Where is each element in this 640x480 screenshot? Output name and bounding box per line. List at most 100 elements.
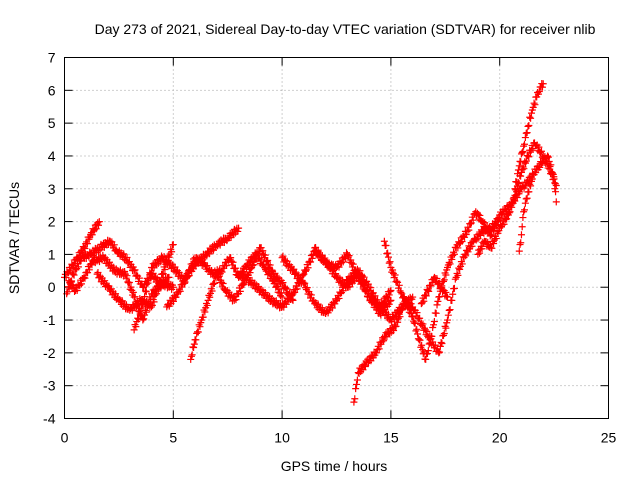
data-point-interp: [210, 279, 218, 287]
data-point-interp: [186, 267, 194, 275]
data-point-interp: [440, 276, 448, 284]
data-point-interp: [77, 248, 85, 256]
series-sat-j: [311, 243, 395, 319]
data-point-interp: [481, 219, 489, 227]
data-point-interp: [264, 257, 272, 265]
data-point-interp: [392, 322, 400, 330]
data-point-interp: [227, 257, 235, 265]
data-point-interp: [490, 240, 498, 248]
data-point-interp: [73, 286, 81, 294]
data-point-interp: [201, 308, 209, 316]
data-point-interp: [246, 269, 254, 277]
data-point-interp: [531, 101, 539, 109]
data-point-interp: [259, 247, 267, 255]
data-point-interp: [281, 284, 289, 292]
data-point-interp: [442, 271, 450, 279]
data-point-interp: [69, 261, 77, 269]
data-point-interp: [483, 222, 491, 230]
data-point-interp: [437, 338, 445, 346]
data-point-interp: [118, 297, 126, 305]
data-point-interp: [168, 241, 176, 249]
data-point-interp: [438, 340, 446, 348]
data-point-interp: [454, 271, 462, 279]
data-point-interp: [361, 363, 369, 371]
data-point-interp: [414, 335, 422, 343]
data-point-interp: [488, 244, 496, 252]
data-point-interp: [545, 161, 553, 169]
data-point-interp: [123, 272, 131, 280]
data-point-interp: [245, 265, 253, 273]
data-point-interp: [161, 265, 169, 273]
data-point-interp: [461, 227, 469, 235]
data-point-interp: [131, 302, 139, 310]
data-point-interp: [357, 365, 365, 373]
data-point-interp: [204, 248, 212, 256]
data-point-interp: [356, 274, 364, 282]
data-point-interp: [304, 264, 312, 272]
data-point-interp: [416, 336, 424, 344]
data-point-interp: [247, 265, 255, 273]
y-axis-label: SDTVAR / TECUs: [6, 182, 22, 294]
data-point-interp: [479, 218, 487, 226]
data-point-interp: [279, 252, 287, 260]
data-point-interp: [431, 341, 439, 349]
x-tick-label: 5: [169, 430, 177, 446]
data-point-interp: [530, 99, 538, 107]
data-point-interp: [481, 223, 489, 231]
data-point-interp: [385, 291, 393, 299]
data-point-interp: [396, 287, 404, 295]
data-point: [350, 398, 358, 406]
data-point-interp: [153, 290, 161, 298]
series-sat-l: [380, 152, 560, 363]
data-point-interp: [260, 290, 268, 298]
data-point-interp: [551, 179, 559, 187]
data-point-interp: [444, 311, 452, 319]
data-point-interp: [388, 325, 396, 333]
data-point-interp: [502, 216, 510, 224]
data-point-interp: [434, 297, 442, 305]
data-point-interp: [271, 269, 279, 277]
data-point-interp: [171, 263, 179, 271]
data-point-interp: [264, 293, 272, 301]
data-point-interp: [521, 206, 529, 214]
data-point-interp: [419, 320, 427, 328]
data-point-interp: [127, 305, 135, 313]
data-point-interp: [384, 310, 392, 318]
data-point-interp: [120, 250, 128, 258]
data-point-interp: [414, 330, 422, 338]
data-point-interp: [445, 306, 453, 314]
data-point-interp: [360, 273, 368, 281]
data-point-interp: [385, 300, 393, 308]
data-point-interp: [458, 237, 466, 245]
data-point-interp: [261, 251, 269, 259]
data-point-interp: [509, 195, 517, 203]
series-sat-o: [515, 175, 536, 255]
data-point-interp: [421, 291, 429, 299]
data-point-interp: [454, 244, 462, 252]
data-point: [139, 316, 147, 324]
data-point-interp: [194, 328, 202, 336]
data-point-interp: [420, 297, 428, 305]
data-point-interp: [377, 311, 385, 319]
data-point-interp: [482, 238, 490, 246]
data-point-interp: [110, 241, 118, 249]
data-point-interp: [399, 293, 407, 301]
data-point-interp: [314, 300, 322, 308]
data-point-interp: [329, 298, 337, 306]
data-point-interp: [550, 173, 558, 181]
data-point-interp: [184, 272, 192, 280]
data-point-interp: [81, 274, 89, 282]
data-point-interp: [282, 300, 290, 308]
data-point-interp: [522, 129, 530, 137]
data-point-interp: [338, 259, 346, 267]
data-point-interp: [188, 351, 196, 359]
data-point-interp: [140, 297, 148, 305]
chart-title: Day 273 of 2021, Sidereal Day-to-day VTE…: [95, 21, 596, 37]
y-tick-label: 3: [48, 181, 56, 197]
data-point-interp: [101, 277, 109, 285]
data-point-interp: [192, 336, 200, 344]
y-tick-label: 5: [48, 115, 56, 131]
data-point-interp: [386, 258, 394, 266]
series-sat-g: [187, 244, 297, 363]
data-point-interp: [448, 296, 456, 304]
